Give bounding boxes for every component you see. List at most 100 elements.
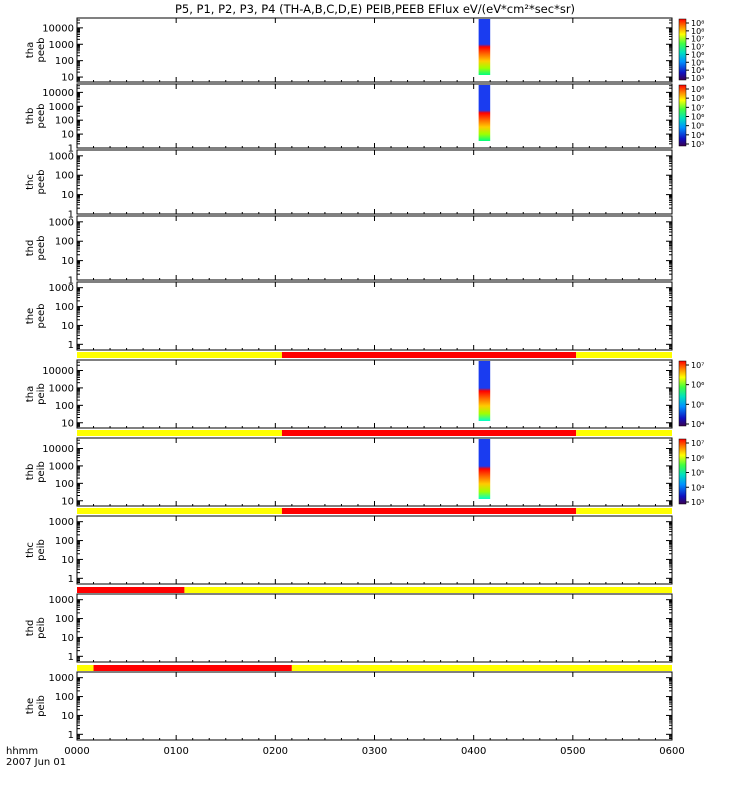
colorbar-label: 10³ <box>691 140 704 149</box>
panel-frame <box>76 593 673 663</box>
mode-bar-segment <box>93 665 292 671</box>
colorbar-label: 10⁸ <box>691 27 704 36</box>
y-tick-label: 10 <box>61 555 74 566</box>
y-tick-label: 1 <box>68 730 74 741</box>
colorbar-label: 10³ <box>691 74 704 83</box>
mode-bar <box>77 430 672 436</box>
spectrogram-block <box>478 85 491 141</box>
x-tick-label: 0500 <box>560 746 585 757</box>
colorbar-label: 10³ <box>691 498 704 507</box>
panel-frame <box>76 359 673 429</box>
y-tick-label: 100 <box>55 302 74 313</box>
y-tick-label: 100 <box>55 614 74 625</box>
colorbar-label: 10⁴ <box>691 66 704 75</box>
y-tick-label: 1000 <box>49 461 74 472</box>
mode-bar-segment <box>291 665 672 671</box>
y-tick-label: 1000 <box>49 40 74 51</box>
panel-thd-peeb: 1000 100 10 1 thd peeb <box>25 215 673 287</box>
y-label-instrument: peeb <box>36 236 47 261</box>
colorbar-label: 10⁸ <box>691 19 704 28</box>
y-tick-label: 1000 <box>49 517 74 528</box>
panel-thd-peib: 1000 100 10 1 thd peib <box>25 593 673 663</box>
panel-frame <box>76 281 673 351</box>
panel-thc-peib: 1000 100 10 1 thc peib <box>25 515 673 585</box>
y-tick-label: 10 <box>61 711 74 722</box>
colorbar-label: 10⁵ <box>691 122 704 131</box>
y-tick-label: 10 <box>61 633 74 644</box>
panel-frame <box>76 515 673 585</box>
y-tick-label: 10 <box>61 418 74 429</box>
y-tick-label: 10 <box>61 321 74 332</box>
colorbar-label: 10⁵ <box>691 469 704 478</box>
y-label-instrument: peeb <box>36 304 47 329</box>
y-label-instrument: peib <box>36 617 47 639</box>
spectrogram-block <box>478 361 491 421</box>
y-tick-label: 1 <box>68 210 74 221</box>
y-tick-label: 100 <box>55 171 74 182</box>
x-tick-label: 0600 <box>659 746 684 757</box>
panel-thb-peib: 10000 1000 100 10 thb peib 10⁷ 10⁶ 10⁵ 10⁴ 10³ <box>25 437 704 507</box>
y-label-probe: thc <box>25 174 36 190</box>
y-tick-label: 100 <box>55 692 74 703</box>
y-label-instrument: peeb <box>36 38 47 63</box>
y-tick-label: 1 <box>68 276 74 287</box>
mode-bar-segment <box>77 665 94 671</box>
y-label-probe: tha <box>25 42 36 58</box>
y-label-probe: the <box>25 308 36 324</box>
x-tick-label: 0400 <box>461 746 486 757</box>
y-tick-label: 10 <box>61 496 74 507</box>
colorbar <box>678 18 687 81</box>
mode-bar <box>77 665 672 671</box>
y-tick-label: 10 <box>61 130 74 141</box>
x-axis-label-format: hhmm <box>6 746 38 757</box>
mode-bar <box>77 352 672 358</box>
y-tick-label: 10000 <box>42 23 74 34</box>
chart-title: P5, P1, P2, P3, P4 (TH-A,B,C,D,E) PEIB,P… <box>175 2 575 16</box>
colorbar-label: 10⁵ <box>691 58 704 67</box>
panel-tha-peib: 10000 1000 100 10 tha peib 10⁷ 10⁶ 10⁵ 10⁴ <box>25 359 704 429</box>
y-tick-label: 100 <box>55 536 74 547</box>
colorbar-label: 10⁴ <box>691 420 704 429</box>
colorbar-label: 10⁴ <box>691 483 704 492</box>
y-tick-label: 10000 <box>42 88 74 99</box>
y-label-instrument: peib <box>36 695 47 717</box>
colorbar-label: 10⁸ <box>691 94 704 103</box>
x-tick-label: 0000 <box>64 746 89 757</box>
mode-bar-segment <box>576 508 672 514</box>
y-tick-label: 100 <box>55 401 74 412</box>
y-tick-label: 1000 <box>49 151 74 162</box>
spectrogram-block <box>478 19 491 75</box>
y-tick-label: 1 <box>68 574 74 585</box>
panel-frame <box>76 215 673 281</box>
mode-bar-segment <box>77 508 282 514</box>
y-tick-label: 100 <box>55 479 74 490</box>
y-label-probe: thb <box>25 464 36 481</box>
panel-the-peeb: 1000 100 10 1 the peeb <box>25 281 673 351</box>
colorbar-label: 10⁶ <box>691 113 704 122</box>
y-label-probe: thc <box>25 542 36 558</box>
y-tick-label: 1000 <box>49 102 74 113</box>
mode-bar-segment <box>281 352 577 358</box>
y-tick-label: 10 <box>61 73 74 84</box>
y-label-instrument: peib <box>36 383 47 405</box>
panel-the-peib: 1000 100 10 1 the peib <box>25 671 673 741</box>
y-tick-label: 100 <box>55 56 74 67</box>
y-label-instrument: peib <box>36 461 47 483</box>
mode-bar <box>77 508 672 514</box>
mode-bar-segment <box>77 430 282 436</box>
mode-bar-segment <box>576 430 672 436</box>
panel-frame <box>76 17 673 83</box>
y-tick-label: 10000 <box>42 366 74 377</box>
colorbar-label: 10⁴ <box>691 131 704 140</box>
y-tick-label: 10 <box>61 256 74 267</box>
x-tick-label: 0100 <box>163 746 188 757</box>
panel-frame <box>76 83 673 149</box>
spectrogram-block <box>478 439 491 499</box>
colorbar-label: 10⁷ <box>691 43 704 52</box>
y-label-instrument: peeb <box>36 104 47 129</box>
y-tick-label: 1 <box>68 144 74 155</box>
y-label-probe: the <box>25 698 36 714</box>
mode-bar-segment <box>77 587 185 593</box>
y-label-probe: thd <box>25 240 36 257</box>
mode-bar <box>77 587 673 593</box>
